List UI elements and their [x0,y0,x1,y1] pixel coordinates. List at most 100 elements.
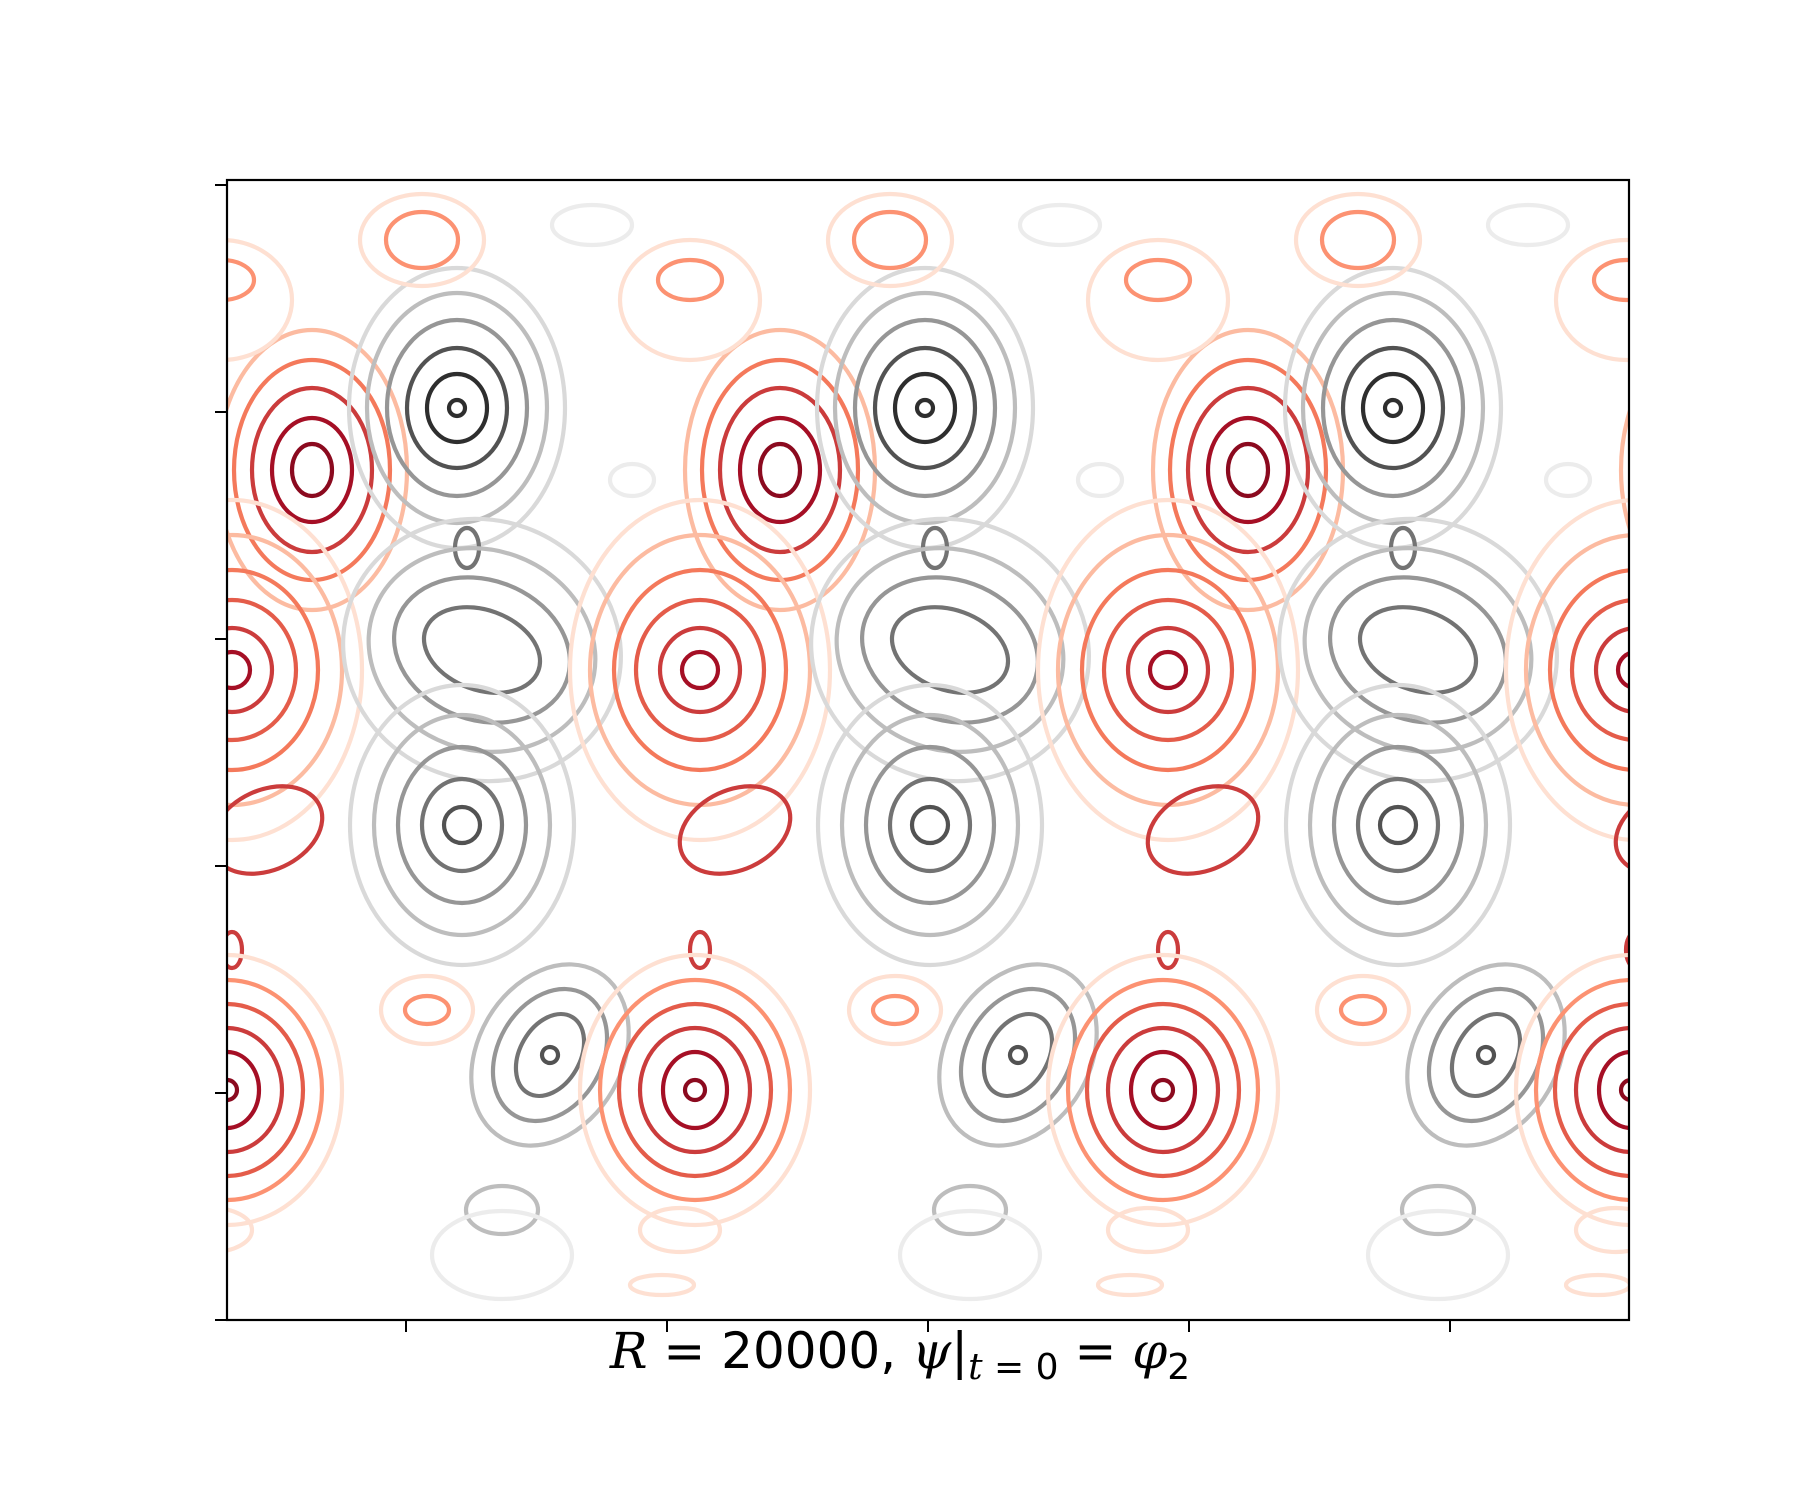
contour-line [851,209,929,271]
contour-line [1656,388,1776,552]
contour-line [1105,1025,1221,1155]
contour-line [679,649,721,691]
contour-line [228,1025,285,1155]
contour-line [1399,1183,1477,1237]
contour-line [687,929,713,971]
contour-line [228,258,257,302]
contour-line [737,415,823,525]
contour-line [1125,625,1211,715]
contour-line [1307,712,1489,938]
axis-ticks [215,184,1451,1332]
contour-line [0,528,11,568]
contour-line [0,320,59,496]
contour-line [852,317,998,499]
contour-line [1360,371,1426,445]
contour-line [839,712,1021,938]
contour-line [0,1186,70,1234]
contour-line [567,497,833,843]
contour-line [1513,952,1628,1228]
contour-line [1185,385,1311,555]
contour-line [1055,532,1281,808]
contour-line [228,497,365,843]
contour-line [269,415,355,525]
contour-line [1613,784,1628,876]
contour-line [384,317,530,499]
contour-line [228,597,299,743]
contour-line [490,986,610,1124]
contour-line [371,712,553,938]
contour-line [660,1049,730,1131]
contour-line [0,480,190,820]
contour-line [1485,202,1571,248]
contour-line [1314,973,1412,1047]
contour-line [1426,986,1546,1124]
contour-line [1382,397,1404,419]
caption-separator: , [880,1322,913,1380]
contour-line [0,592,84,708]
contour-line [627,1272,697,1298]
contour-line [228,952,345,1228]
contour-line [364,290,550,526]
contour-line [657,625,743,715]
contour-line [1145,784,1261,876]
contour-line [597,977,793,1203]
contour-line [1065,977,1261,1203]
contour-line [832,290,1018,526]
contour-line [1764,194,1800,286]
contour-line [1543,461,1593,499]
contour-line [357,191,487,289]
contour-line [870,993,920,1027]
contour-line [228,1049,262,1131]
contour-line [1777,553,1800,746]
contour-line [1225,441,1271,499]
contour-line [1282,265,1504,551]
contour-line [1045,952,1281,1228]
contour-line [863,744,997,906]
contour-line [0,268,97,548]
contour-line [228,327,410,613]
contour-line [637,1205,723,1255]
contour-line [228,649,253,691]
contour-line [1283,682,1513,968]
contour-line [395,744,529,906]
contour-line [1105,1205,1191,1255]
contour-line [429,1208,575,1302]
contour-line [1123,257,1193,303]
contour-line [1533,977,1628,1203]
contour-lines [0,191,1800,1302]
contour-line [1449,1011,1523,1099]
contour-line [378,973,476,1047]
contour-line [1785,976,1800,1044]
contour-line [617,237,763,363]
contour-line [682,1077,708,1103]
contour-line [1615,651,1628,689]
contour-line [1340,345,1446,471]
contour-line [1547,568,1628,772]
contour-line [469,962,631,1148]
contour-line [815,682,1045,968]
contour-line [1300,290,1486,526]
contour-line [446,397,468,419]
contour-line [228,567,321,773]
contour-line [84,205,164,245]
contour-line [0,1211,104,1299]
contour-line [1710,480,1800,820]
contour-line [1503,498,1628,842]
contour-line [0,374,19,442]
contour-line [0,976,5,1044]
contour-line [814,265,1036,551]
contour-line [1696,444,1736,496]
contour-line [1079,567,1257,773]
contour-line [1085,237,1231,363]
contour-line [228,784,325,876]
contour-line [341,516,623,784]
contour-line [1676,418,1756,522]
contour-line [34,1002,130,1108]
contour-line [1355,776,1441,874]
contour-line [1084,1001,1242,1179]
contour-line [549,202,635,248]
contour-line [655,257,725,303]
contour-line [637,1025,753,1155]
contour-line [616,1001,774,1179]
